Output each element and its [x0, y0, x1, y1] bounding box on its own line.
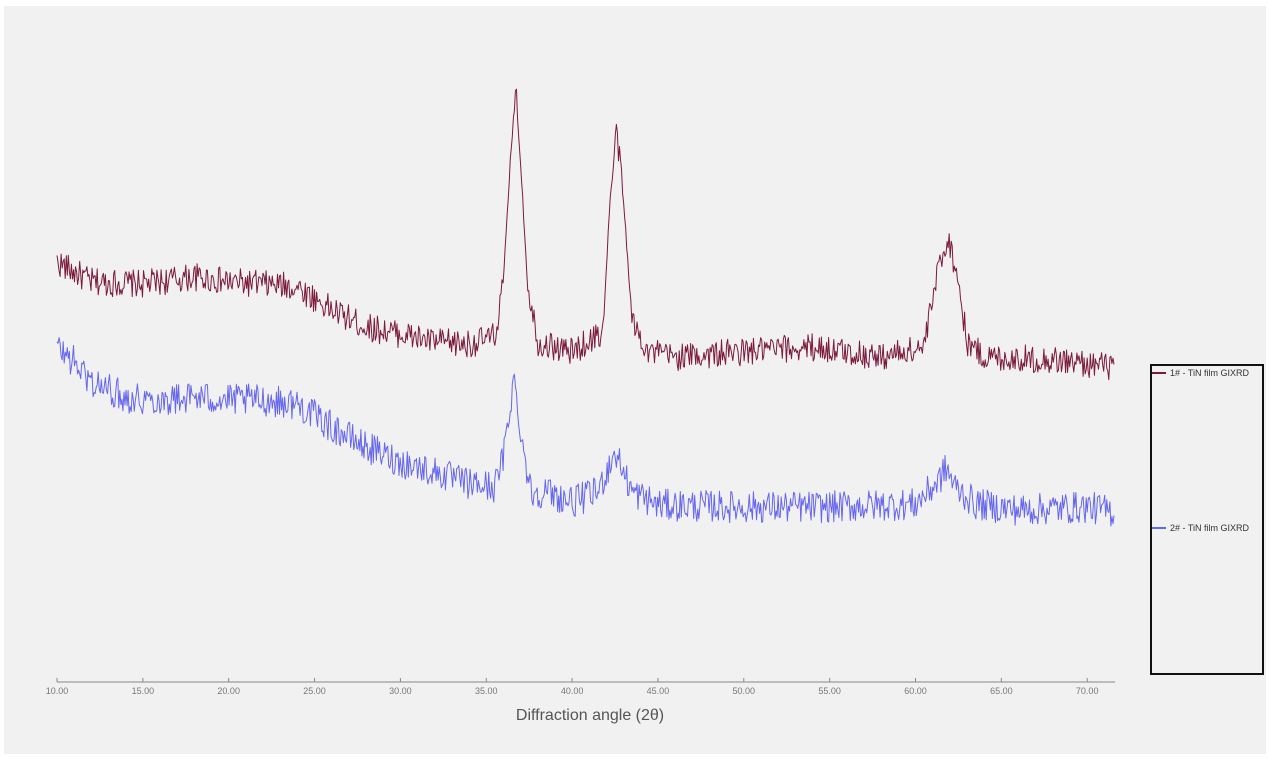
- legend-label-series-2: 2# - TiN film GIXRD: [1170, 523, 1250, 533]
- x-axis-title: Diffraction angle (2θ): [515, 707, 665, 724]
- x-tick-label: 60.00: [904, 686, 927, 696]
- legend-swatch-series-1: [1152, 372, 1166, 374]
- legend: 1# - TiN film GIXRD 2# - TiN film GIXRD: [1150, 364, 1264, 675]
- x-tick-label: 20.00: [217, 686, 240, 696]
- series-line-2: [56, 337, 1115, 527]
- series-layer: [56, 88, 1115, 527]
- x-tick-label: 45.00: [646, 686, 670, 696]
- chart-panel: [4, 6, 1266, 754]
- legend-label-series-1: 1# - TiN film GIXRD: [1170, 368, 1250, 378]
- x-tick-label: 55.00: [818, 686, 841, 696]
- x-axis-ticks: [56, 678, 1088, 682]
- x-tick-label: 10.00: [45, 686, 69, 696]
- x-tick-label: 65.00: [990, 686, 1013, 696]
- x-tick-label: 15.00: [131, 686, 155, 696]
- legend-item-series-1[interactable]: 1# - TiN film GIXRD: [1152, 366, 1264, 380]
- x-tick-label: 35.00: [474, 686, 498, 696]
- legend-swatch-series-2: [1152, 527, 1166, 529]
- x-tick-label: 70.00: [1075, 686, 1099, 696]
- series-line-1: [56, 88, 1115, 381]
- legend-item-series-2[interactable]: 2# - TiN film GIXRD: [1152, 521, 1264, 535]
- x-tick-label: 50.00: [732, 686, 756, 696]
- x-tick-label: 30.00: [389, 686, 412, 696]
- x-tick-label: 25.00: [303, 686, 326, 696]
- x-tick-label: 40.00: [560, 686, 584, 696]
